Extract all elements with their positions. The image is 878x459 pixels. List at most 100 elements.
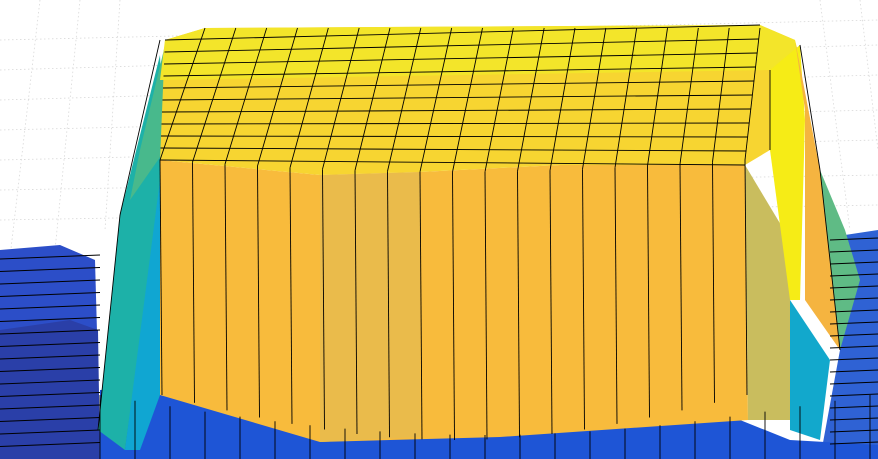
mesh-floor-row-left: [0, 342, 101, 347]
mesh-wall-column: [582, 169, 585, 430]
mesh-wall-column: [647, 165, 650, 418]
mesh-top-column: [679, 27, 699, 165]
front-wall-shade-right: [745, 165, 790, 420]
mesh-wall-column: [192, 162, 195, 403]
mesh-top-column: [582, 27, 607, 170]
left-slope-green: [130, 45, 165, 200]
mesh-top-column: [647, 27, 668, 167]
mesh-floor-row-right: [829, 393, 878, 397]
mesh-top-column: [354, 27, 391, 171]
mesh-floor-row-right: [829, 249, 878, 253]
mesh-floor-row-left: [0, 442, 101, 447]
left-slope-cyan: [125, 180, 160, 450]
mesh-floor-row-right: [829, 345, 878, 349]
mesh-wall-column: [224, 164, 228, 411]
mesh-top-row: [161, 108, 752, 113]
mesh-right-slope-edge: [819, 169, 841, 351]
mesh-top-row: [159, 159, 746, 166]
surface-front-wall: [160, 160, 790, 442]
mesh-top-row: [162, 94, 753, 101]
mesh-floor-row-left: [0, 304, 101, 310]
surface-plateau-top: [160, 25, 800, 175]
mesh-right-slope-edge: [799, 44, 821, 171]
mesh-floor-row-right: [829, 261, 878, 265]
mesh-floor-row-right: [829, 285, 878, 289]
mesh-wall-column: [289, 167, 293, 424]
mesh-floor-row-right: [829, 357, 878, 361]
mesh-floor-row-left: [0, 354, 101, 360]
right-slope-orange: [795, 40, 840, 350]
mesh-floor-row-right: [829, 273, 878, 277]
mesh-top-row: [160, 135, 749, 138]
mesh-floor-row-right: [829, 237, 878, 241]
mesh-top-column: [517, 27, 545, 172]
mesh-top-column: [452, 27, 483, 173]
mesh-wall-column: [484, 171, 488, 440]
mesh-wall-column: [744, 159, 748, 396]
front-wall-shade: [320, 172, 420, 442]
mesh-wall-column: [257, 165, 260, 418]
mesh-wall-column: [452, 171, 455, 441]
plateau-ridge: [160, 25, 800, 80]
mesh-floor-row-left: [0, 317, 101, 322]
mesh-top-column: [289, 27, 329, 168]
mesh-top-column: [484, 27, 514, 172]
mesh-floor-row-left: [0, 379, 101, 385]
mesh-wall-column: [712, 162, 715, 403]
front-wall: [160, 160, 748, 442]
mesh-top-column: [549, 27, 576, 171]
mesh-floor-row-right: [829, 381, 878, 385]
mesh-floor-row-left: [0, 267, 101, 272]
mesh-floor-row-left: [0, 292, 101, 297]
mesh-floor-row-left: [0, 417, 101, 422]
mesh-left-slope-edge: [97, 214, 121, 431]
mesh-floor-row-left: [0, 404, 101, 410]
mesh-floor-row-left: [0, 367, 101, 372]
right-slope-cyan: [790, 300, 830, 440]
mesh-left-slope-edge: [119, 39, 161, 216]
mesh-floor-row-right: [829, 321, 878, 325]
mesh-wall-column: [159, 159, 163, 396]
mesh-floor-row-left: [0, 392, 101, 397]
mesh-top-row: [163, 52, 758, 65]
surface-mesh: [0, 24, 878, 459]
floor-bottom: [100, 385, 878, 459]
floor-right: [820, 230, 878, 459]
right-slope-green: [820, 170, 860, 350]
mesh-floor-row-left: [0, 254, 101, 260]
mesh-top-row: [164, 38, 759, 53]
mesh-wall-column: [354, 170, 358, 434]
mesh-wall-column: [549, 170, 553, 434]
surface-left-slope: [98, 45, 165, 450]
mesh-top-column: [614, 27, 638, 168]
mesh-top-column: [387, 27, 422, 172]
mesh-floor-row-right: [829, 309, 878, 313]
mesh-floor-row-right: [829, 297, 878, 301]
mesh-floor-row-right: [829, 369, 878, 373]
axes-grid: [0, 0, 878, 301]
mesh-top-column: [224, 27, 268, 165]
mesh-floor-row-left: [0, 329, 101, 335]
mesh-top-column: [419, 27, 453, 172]
mesh-top-row: [163, 66, 756, 77]
surface-floor: [0, 230, 878, 459]
mesh-wall-column: [419, 171, 423, 440]
mesh-floor-row-left: [0, 279, 101, 285]
mesh-wall-column: [679, 164, 683, 411]
mesh-wall-column: [387, 171, 390, 438]
mesh-wall-column: [614, 167, 618, 424]
right-slope-yellow: [770, 45, 805, 300]
mesh-top-column: [159, 27, 206, 161]
mesh-wall-column: [322, 169, 325, 430]
mesh-top-row: [164, 24, 761, 41]
floor-left-dark: [0, 320, 100, 459]
mesh-top-column: [744, 27, 761, 161]
mesh-top-row: [161, 122, 750, 125]
mesh-wall-column: [517, 171, 520, 438]
mesh-top-row: [160, 147, 747, 152]
mesh-top-row: [162, 80, 755, 89]
mesh-top-column: [257, 27, 298, 167]
mesh-floor-row-left: [0, 429, 101, 435]
